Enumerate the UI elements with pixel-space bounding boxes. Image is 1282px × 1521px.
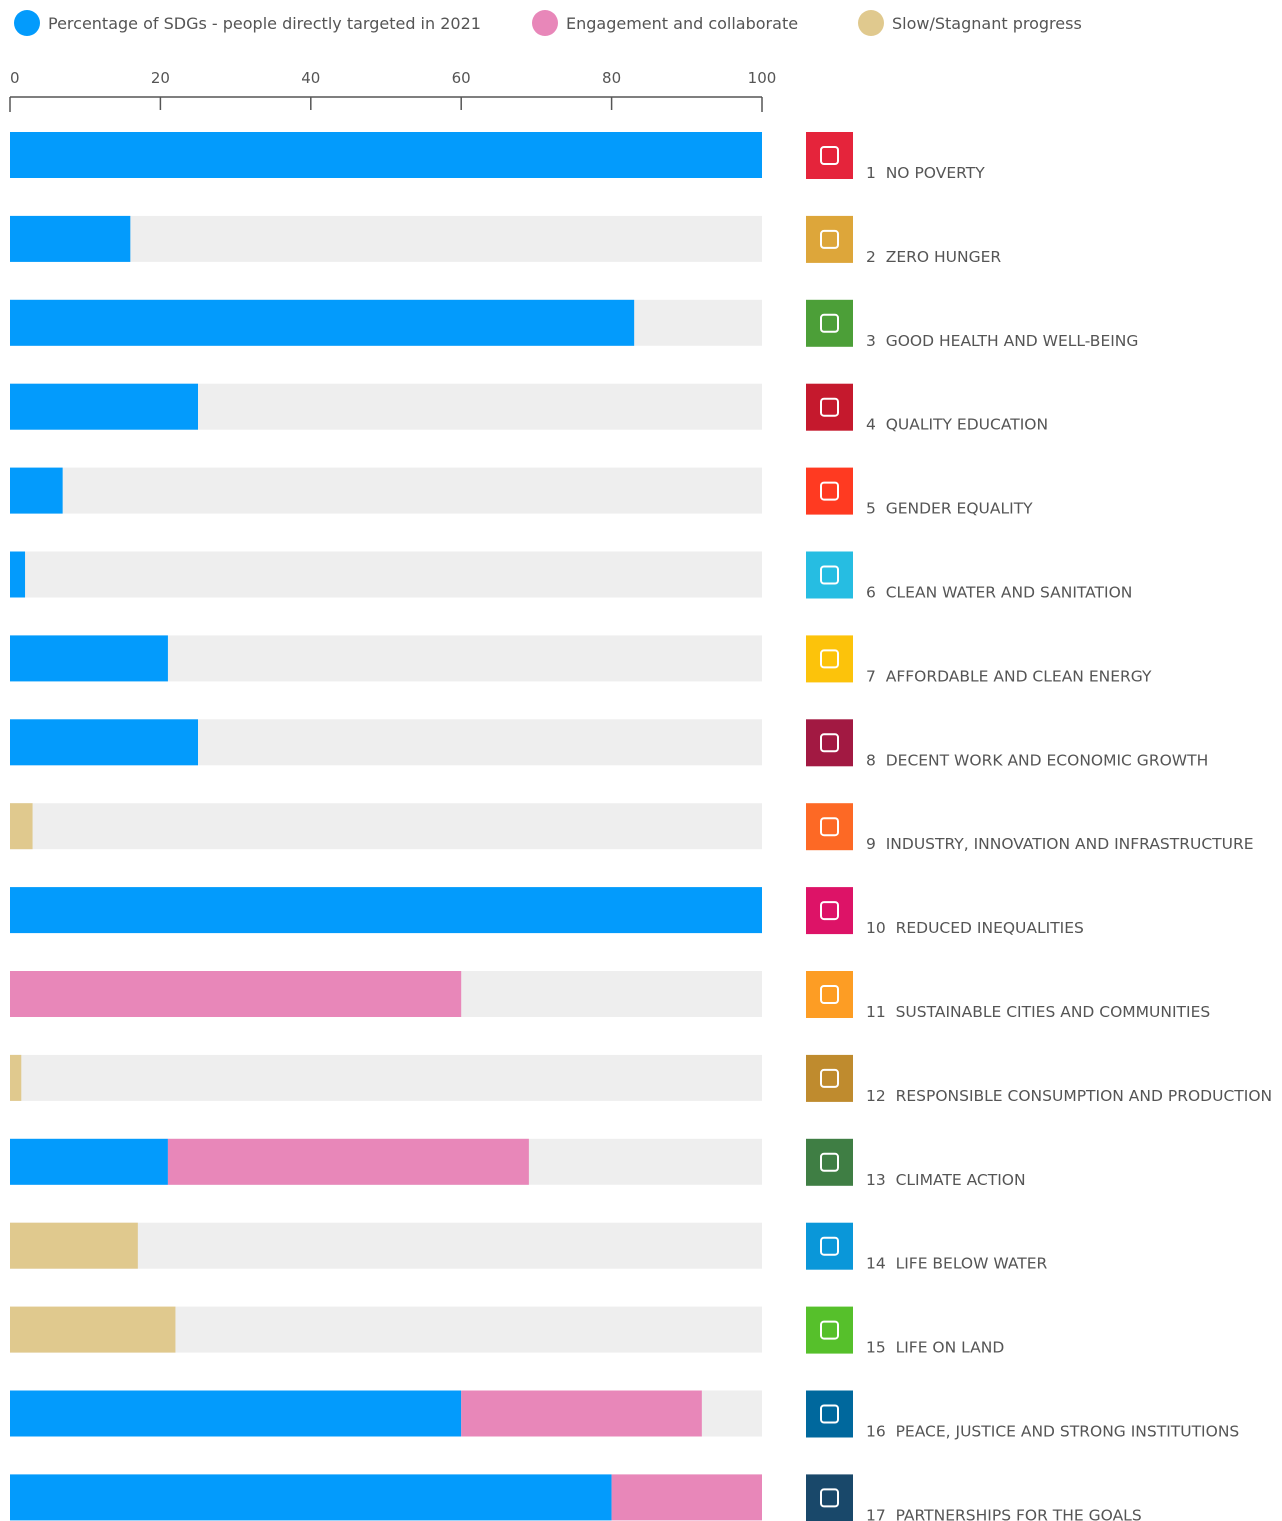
legend-swatch	[532, 10, 558, 36]
sdg-icon	[806, 551, 853, 599]
x-tick-label: 80	[602, 69, 621, 87]
bar-segment	[10, 467, 63, 514]
sdg-icon-glyph	[820, 1236, 839, 1256]
x-tick-label: 40	[301, 69, 320, 87]
bar-segment	[10, 1138, 168, 1185]
bar-track	[10, 215, 762, 262]
bar-segment	[10, 719, 198, 766]
sdg-icon	[806, 635, 853, 683]
bar-track	[10, 1054, 762, 1101]
sdg-icon	[806, 1474, 853, 1521]
bar-track	[10, 467, 762, 514]
legend-label: Percentage of SDGs - people directly tar…	[48, 14, 481, 33]
bar-segment	[10, 1306, 176, 1353]
sdg-icon-glyph	[820, 1152, 839, 1172]
bar-segment	[611, 1474, 762, 1521]
sdg-icon-glyph	[820, 565, 839, 585]
sdg-icon	[806, 887, 853, 935]
sdg-icon	[806, 1306, 853, 1354]
category-label: 8 DECENT WORK AND ECONOMIC GROWTH	[866, 751, 1208, 769]
sdg-icon	[806, 803, 853, 851]
sdg-icon-glyph	[820, 817, 839, 837]
sdg-icon	[806, 132, 853, 179]
legend-label: Slow/Stagnant progress	[892, 14, 1082, 33]
category-label: 5 GENDER EQUALITY	[866, 500, 1033, 518]
category-label: 1 NO POVERTY	[866, 164, 985, 182]
category-label: 10 REDUCED INEQUALITIES	[866, 919, 1084, 937]
category-label: 14 LIFE BELOW WATER	[866, 1255, 1048, 1273]
category-label: 11 SUSTAINABLE CITIES AND COMMUNITIES	[866, 1003, 1210, 1021]
x-tick-label: 0	[10, 69, 20, 87]
bar-segment	[10, 551, 26, 598]
bar-segment	[10, 383, 198, 430]
bar-segment	[10, 132, 762, 178]
sdg-icon-glyph	[820, 1404, 839, 1424]
category-label: 16 PEACE, JUSTICE AND STRONG INSTITUTION…	[866, 1423, 1239, 1441]
bar-segment	[10, 971, 462, 1017]
sdg-icon	[806, 1222, 853, 1270]
sdg-icon-glyph	[820, 733, 839, 753]
category-label: 17 PARTNERSHIPS FOR THE GOALS	[866, 1506, 1142, 1521]
sdg-icon	[806, 383, 853, 431]
sdg-icon-glyph	[820, 1488, 839, 1508]
bar-segment	[10, 635, 168, 682]
sdg-icon-glyph	[820, 1068, 839, 1088]
sdg-icon	[806, 467, 853, 515]
category-label: 6 CLEAN WATER AND SANITATION	[866, 584, 1132, 602]
sdg-icon	[806, 299, 853, 347]
category-label: 7 AFFORDABLE AND CLEAN ENERGY	[866, 667, 1152, 685]
category-label: 9 INDUSTRY, INNOVATION AND INFRASTRUCTUR…	[866, 835, 1254, 853]
x-tick-label: 20	[151, 69, 170, 87]
bar-segment	[10, 299, 635, 346]
sdg-icon-glyph	[820, 313, 839, 333]
x-tick-label: 60	[452, 69, 471, 87]
bar-segment	[10, 1390, 462, 1437]
legend-swatch	[858, 10, 884, 36]
sdg-icon-glyph	[820, 229, 839, 249]
legend-swatch	[14, 10, 40, 36]
bar-track	[10, 551, 762, 598]
category-label: 15 LIFE ON LAND	[866, 1339, 1004, 1357]
sdg-icon	[806, 1054, 853, 1102]
bar-segment	[167, 1138, 529, 1185]
bar-segment	[10, 1054, 22, 1101]
legend-label: Engagement and collaborate	[566, 14, 798, 33]
sdg-icon	[806, 971, 853, 1018]
bar-segment	[10, 1222, 138, 1269]
bar-segment	[461, 1390, 702, 1437]
bar-track	[10, 803, 762, 850]
sdg-icon-glyph	[820, 649, 839, 669]
sdg-icon-glyph	[820, 146, 839, 165]
sdg-icon	[806, 1390, 853, 1438]
category-label: 3 GOOD HEALTH AND WELL-BEING	[866, 332, 1138, 350]
category-label: 2 ZERO HUNGER	[866, 248, 1001, 266]
category-label: 12 RESPONSIBLE CONSUMPTION AND PRODUCTIO…	[866, 1087, 1272, 1105]
sdg-icon-glyph	[820, 1320, 839, 1340]
bar-segment	[10, 803, 33, 850]
sdg-icon	[806, 719, 853, 767]
bar-segment	[10, 887, 762, 934]
sdg-icon-glyph	[820, 985, 839, 1004]
sdg-icon	[806, 215, 853, 263]
sdg-icon	[806, 1138, 853, 1186]
bar-segment	[10, 1474, 612, 1521]
category-label: 4 QUALITY EDUCATION	[866, 416, 1048, 434]
sdg-icon-glyph	[820, 481, 839, 501]
sdg-icon-glyph	[820, 397, 839, 417]
category-label: 13 CLIMATE ACTION	[866, 1171, 1026, 1189]
sdg-icon-glyph	[820, 901, 839, 921]
x-tick-label: 100	[748, 69, 777, 87]
bar-segment	[10, 215, 131, 262]
